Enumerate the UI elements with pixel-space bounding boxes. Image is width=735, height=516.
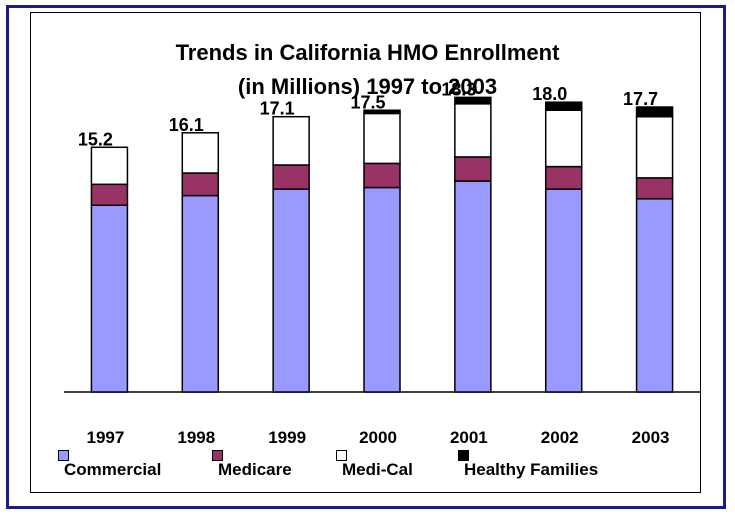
bar-medicare-2003: [635, 177, 674, 200]
total-label-1998: 16.1: [169, 115, 204, 135]
bar-medi-cal-1997: [90, 146, 129, 186]
bar-commercial-1998: [181, 194, 220, 393]
bar-healthy-families-2002: [544, 101, 583, 111]
legend-label-medicare: Medicare: [218, 460, 292, 479]
x-tick-label-2002: 2002: [541, 428, 579, 447]
bar-medicare-1999: [272, 164, 310, 190]
total-label-1999: 17.1: [260, 99, 295, 119]
x-tick-label-2000: 2000: [359, 428, 397, 447]
chart-subtitle: (in Millions) 1997 to 2003: [237, 74, 498, 99]
total-label-2002: 18.0: [532, 84, 567, 104]
legend-swatch-healthy-families: [458, 450, 469, 461]
bar-medi-cal-1999: [272, 115, 310, 166]
bar-healthy-families-2003: [635, 106, 674, 118]
legend-label-healthy-families: Healthy Families: [464, 460, 599, 479]
bar-medi-cal-2001: [454, 103, 492, 158]
total-label-2003: 17.7: [623, 89, 658, 109]
bar-commercial-1997: [90, 204, 129, 393]
bar-medicare-2001: [454, 156, 492, 182]
bar-commercial-2000: [363, 186, 401, 393]
bar-commercial-2003: [635, 198, 674, 393]
total-label-2000: 17.5: [350, 92, 385, 112]
legend-swatch-medi-cal: [336, 450, 347, 461]
x-tick-label-2001: 2001: [450, 428, 488, 447]
bar-medicare-1998: [181, 172, 220, 197]
x-tick-label-1997: 1997: [87, 428, 125, 447]
bar-commercial-1999: [272, 188, 310, 393]
x-tick-label-1998: 1998: [177, 428, 215, 447]
bar-medi-cal-2000: [363, 112, 401, 165]
bar-commercial-2001: [454, 180, 492, 393]
bar-medicare-2002: [544, 165, 583, 190]
x-tick-label-1999: 1999: [268, 428, 306, 447]
legend-swatch-medicare: [212, 450, 223, 461]
bar-medicare-1997: [90, 183, 129, 206]
bar-medi-cal-2002: [544, 109, 583, 168]
chart-title: Trends in California HMO Enrollment: [175, 40, 560, 65]
bar-medicare-2000: [363, 162, 401, 189]
legend-swatch-commercial: [58, 450, 69, 461]
legend-label-commercial: Commercial: [64, 460, 162, 479]
x-tick-label-2003: 2003: [632, 428, 670, 447]
legend-label-medi-cal: Medi-Cal: [342, 460, 413, 479]
bar-medi-cal-1998: [181, 132, 220, 174]
total-label-2001: 18.3: [441, 79, 476, 99]
bar-commercial-2002: [544, 188, 583, 393]
bar-healthy-families-2000: [363, 109, 401, 115]
total-label-1997: 15.2: [78, 129, 113, 149]
bar-healthy-families-2001: [454, 96, 492, 105]
bar-medi-cal-2003: [635, 115, 674, 179]
